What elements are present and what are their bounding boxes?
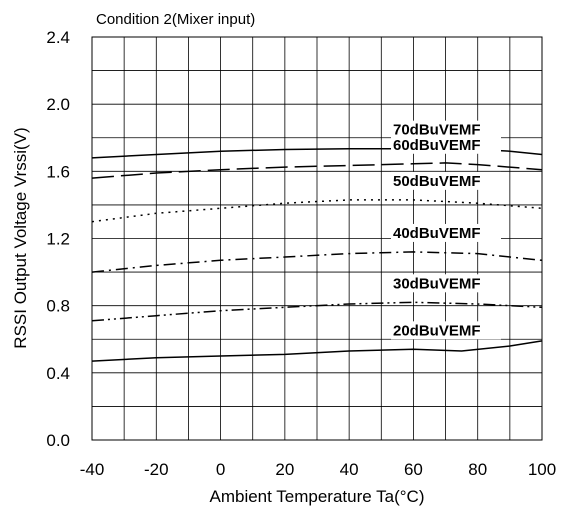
y-tick-label: 1.2 — [46, 230, 70, 249]
series-label-background — [391, 223, 501, 242]
series-label-background — [391, 135, 501, 154]
series-label-background — [391, 120, 501, 139]
series-label-20dBuVEMF: 20dBuVEMF — [393, 322, 481, 339]
series-label-60dBuVEMF: 60dBuVEMF — [393, 137, 481, 154]
series-line-20dBuVEMF — [91, 340, 543, 362]
x-tick-label: 0 — [216, 460, 225, 479]
y-tick-label: 0.8 — [46, 297, 70, 316]
y-axis-title: RSSI Output Voltage Vrssi(V) — [11, 127, 30, 348]
series-line-50dBuVEMF — [91, 199, 543, 223]
y-tick-label: 1.6 — [46, 162, 70, 181]
y-tick-labels: 0.0 0.4 0.8 1.2 1.6 2.0 2.4 — [46, 28, 70, 450]
x-tick-label: -40 — [80, 460, 105, 479]
x-tick-label: 100 — [528, 460, 556, 479]
series-label-background — [391, 321, 501, 340]
y-tick-label: 0.0 — [46, 431, 70, 450]
series-line-40dBuVEMF — [91, 251, 543, 273]
y-tick-label: 2.4 — [46, 28, 70, 47]
series-label-70dBuVEMF: 70dBuVEMF — [393, 122, 481, 139]
series-label-50dBuVEMF: 50dBuVEMF — [393, 173, 481, 190]
x-tick-label: 40 — [340, 460, 359, 479]
x-tick-label: 80 — [468, 460, 487, 479]
x-tick-label: 20 — [275, 460, 294, 479]
series-line-30dBuVEMF — [91, 301, 543, 322]
series-label-30dBuVEMF: 30dBuVEMF — [393, 275, 481, 292]
y-tick-label: 2.0 — [46, 95, 70, 114]
y-tick-label: 0.4 — [46, 364, 70, 383]
plot-frame — [91, 36, 543, 441]
series-label-background — [391, 274, 501, 293]
x-axis-title: Ambient Temperature Ta(°C) — [210, 487, 425, 506]
x-tick-label: 60 — [404, 460, 423, 479]
series-label-background — [391, 171, 501, 190]
x-tick-labels: -40 -20 0 20 40 60 80 100 — [80, 460, 556, 479]
chart-title: Condition 2(Mixer input) — [96, 11, 255, 28]
x-tick-label: -20 — [144, 460, 169, 479]
series-label-40dBuVEMF: 40dBuVEMF — [393, 225, 481, 242]
